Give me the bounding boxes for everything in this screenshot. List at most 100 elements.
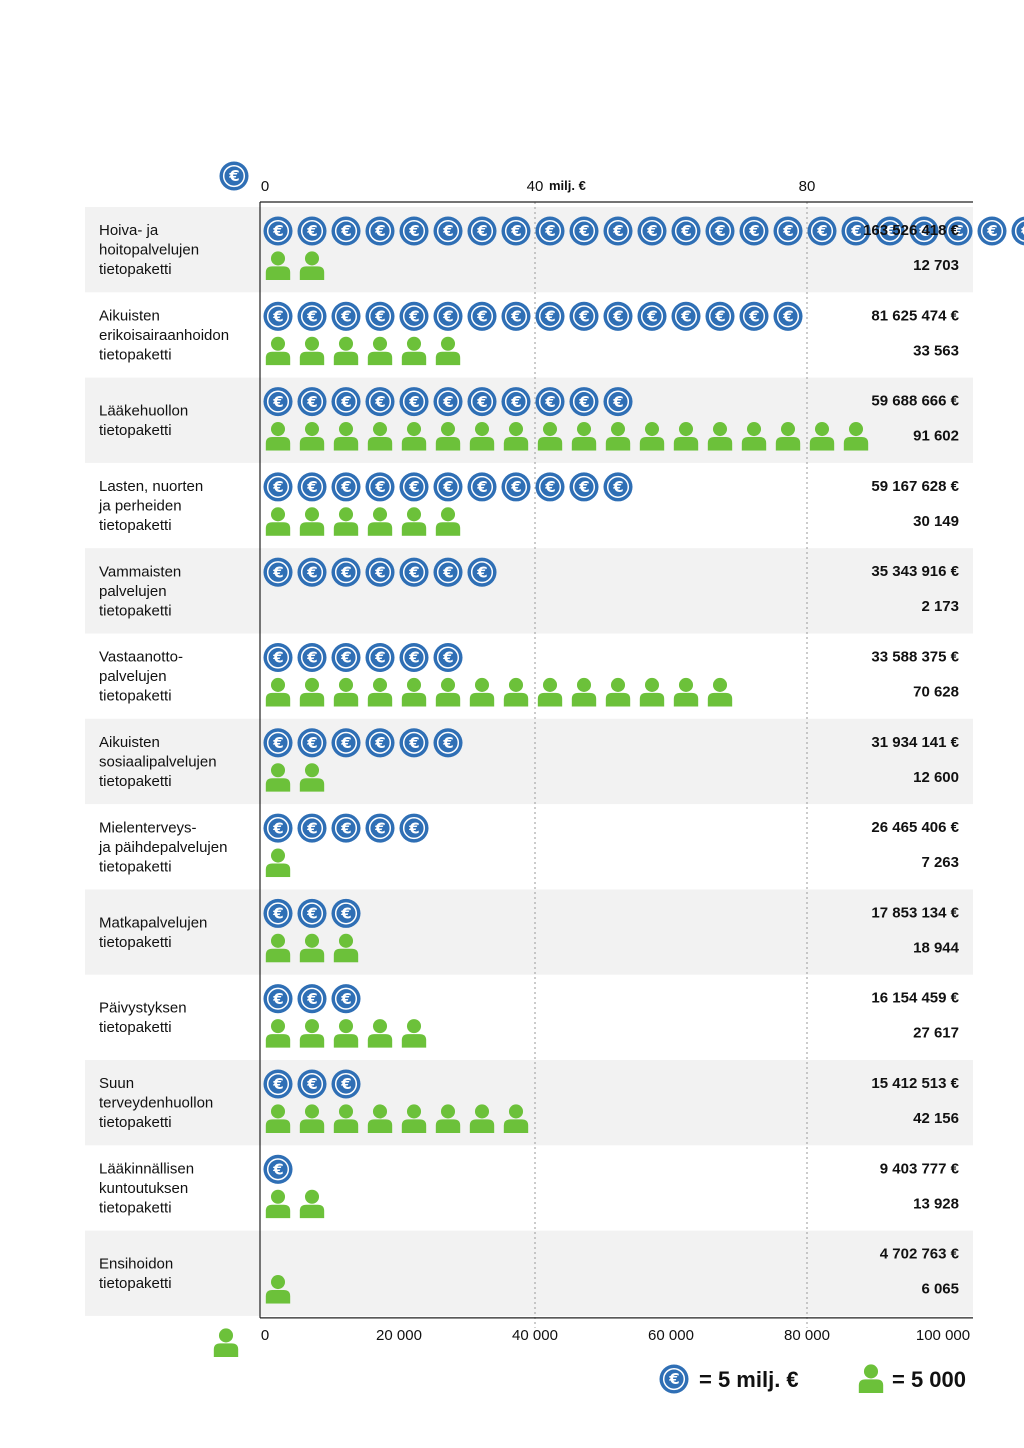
euro-coin-icon — [637, 301, 667, 332]
euro-coin-icon — [263, 471, 293, 502]
euro-coin-icon — [433, 642, 463, 673]
euro-coin-icon — [263, 386, 293, 417]
person-icon — [367, 1019, 393, 1048]
person-icon — [367, 677, 393, 707]
euro-coin-icon — [263, 1069, 293, 1099]
euro-coin-icon — [263, 727, 293, 758]
euro-coin-icon — [365, 471, 395, 502]
euro-coin-icon — [365, 386, 395, 417]
chart-row: Aikuisten sosiaalipalvelujen tietopaketti 3… — [99, 727, 960, 792]
euro-coin-icon — [297, 1154, 324, 1185]
euro-coin-icon — [399, 813, 429, 844]
person-value-label: 91 602 — [913, 428, 959, 445]
euro-coin-icon — [263, 1154, 293, 1185]
euro-coin-icon — [467, 386, 497, 417]
person-icon — [265, 1189, 291, 1219]
top-tick-label: 40 — [527, 178, 544, 195]
person-icon — [401, 507, 427, 536]
euro-coin-icon — [773, 301, 803, 332]
euro-coin-icon — [297, 216, 327, 246]
euro-coin-icon — [535, 386, 565, 417]
person-icon — [265, 1019, 291, 1048]
person-icon — [299, 677, 325, 707]
euro-coin-icon — [535, 301, 565, 332]
person-icon — [741, 677, 743, 707]
euro-coin-icon — [671, 301, 701, 332]
euro-coin-icon — [807, 301, 817, 332]
person-icon — [469, 336, 489, 366]
category-label: Päivystyksen tietopaketti — [99, 1000, 187, 1037]
euro-value-label: 16 154 459 € — [871, 990, 959, 1007]
person-icon — [435, 507, 461, 536]
chart-row: Hoiva- ja hoitopalvelujen tietopaketti 163 … — [99, 216, 1024, 280]
euro-coin-icon — [399, 386, 429, 417]
euro-coin-icon — [331, 727, 361, 758]
chart-row: Ensihoidon tietopaketti 4 702 763 € 6 065 — [99, 1239, 960, 1304]
row-bands — [85, 207, 973, 1316]
euro-coin-icon — [331, 471, 361, 502]
euro-coin-icon — [773, 216, 803, 246]
category-label: Aikuisten sosiaalipalvelujen tietopaketti — [99, 734, 217, 790]
euro-coin-icon — [501, 386, 531, 417]
euro-value-label: 35 343 916 € — [871, 563, 959, 580]
euro-coin-icon — [467, 301, 497, 332]
person-icon — [265, 336, 291, 366]
euro-coin-icon — [297, 727, 327, 758]
euro-value-label: 163 526 418 € — [863, 222, 960, 239]
euro-coin-icon — [659, 1364, 689, 1394]
euro-coin-icon — [569, 386, 599, 417]
chart-row: Matkapalvelujen tietopaketti 17 853 134 € 1… — [99, 898, 960, 963]
category-label: Lasten, nuorten ja perheiden tietopaketti — [98, 478, 203, 534]
person-icon — [470, 507, 494, 536]
person-icon — [299, 1189, 325, 1219]
person-icon — [435, 336, 461, 366]
row-band — [85, 548, 973, 634]
top-tick-label: 0 — [261, 178, 269, 195]
euro-value-label: 81 625 474 € — [871, 307, 959, 324]
euro-coin-icon — [331, 1069, 361, 1099]
euro-coin-icon — [977, 216, 1007, 246]
euro-coin-icon — [569, 301, 599, 332]
euro-coin-icon — [365, 642, 395, 673]
euro-coin-icon — [433, 216, 463, 246]
row-band — [85, 207, 973, 293]
person-icon — [469, 677, 495, 707]
person-icon — [639, 677, 665, 707]
euro-coin-icon — [705, 216, 735, 246]
euro-coin-icon — [331, 386, 361, 417]
euro-coin-icon — [603, 216, 633, 246]
person-value-label: 7 263 — [921, 854, 959, 871]
euro-coin-icon — [331, 216, 361, 246]
euro-coin-icon — [297, 1069, 327, 1099]
euro-coin-icon — [297, 983, 327, 1014]
euro-coin-icon — [365, 727, 395, 758]
person-icon — [401, 677, 427, 707]
euro-coin-icon — [331, 983, 361, 1014]
euro-coin-icon — [433, 301, 463, 332]
euro-coin-icon — [807, 216, 837, 246]
euro-coin-icon — [501, 471, 531, 502]
euro-coin-icon — [671, 216, 701, 246]
top-axis-unit: milj. € — [549, 178, 586, 193]
person-value-label: 2 173 — [921, 598, 959, 615]
euro-coin-icon — [297, 386, 327, 417]
person-icon — [333, 336, 359, 366]
euro-coin-icon — [433, 471, 463, 502]
person-icon — [537, 677, 563, 707]
row-band — [85, 377, 973, 463]
chart-row: Lasten, nuorten ja perheiden tietopaketti 5… — [98, 471, 960, 536]
euro-value-label: 59 167 628 € — [871, 478, 959, 495]
person-icon — [503, 677, 529, 707]
person-icon — [299, 1019, 325, 1048]
person-icon — [265, 848, 291, 878]
bottom-tick-label: 20 000 — [376, 1327, 422, 1344]
euro-coin-icon — [569, 471, 599, 502]
person-icon — [571, 677, 597, 707]
category-label: Matkapalvelujen tietopaketti — [99, 914, 207, 951]
category-label: Ensihoidon tietopaketti — [99, 1256, 173, 1293]
person-icon — [605, 677, 631, 707]
euro-coin-icon — [637, 216, 667, 246]
chart-row: Aikuisten erikoisairaanhoidon tietopaketti… — [99, 301, 960, 366]
